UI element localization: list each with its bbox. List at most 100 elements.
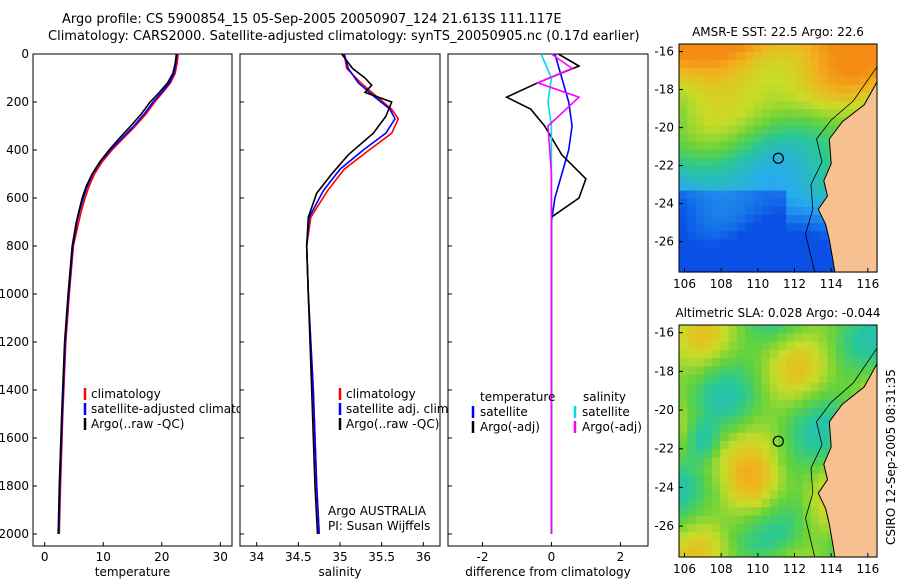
sst_map-cell	[703, 149, 713, 159]
sst_map-cell	[679, 44, 688, 53]
sla_map-cell	[720, 374, 730, 384]
sla_map-cell	[720, 499, 730, 508]
sst_map-cell	[703, 190, 713, 200]
sst_map-cell	[769, 158, 779, 167]
sla_map-cell	[868, 358, 878, 368]
sla_map-cell	[736, 333, 746, 343]
sst_map-cell	[778, 174, 787, 184]
sst_map-cell	[769, 166, 779, 175]
sla_map-cell	[786, 399, 796, 409]
sla_map-cell	[819, 366, 829, 376]
sst_map-cell	[712, 141, 721, 151]
sst_map-cell	[778, 223, 787, 232]
sla_map-cell	[835, 383, 845, 392]
sst_map-cell	[712, 84, 721, 94]
sla_map-cell	[794, 333, 804, 343]
sla_map-cell	[736, 325, 746, 334]
sst_map-cell	[728, 206, 738, 216]
sla_map-cell	[728, 383, 738, 392]
sst_map-cell	[745, 174, 754, 184]
sla_map-cell	[811, 490, 820, 500]
sla_map-cell	[753, 449, 763, 459]
sst_map-cell	[745, 52, 754, 61]
sst_map-cell	[794, 101, 804, 110]
sla_map-cell	[860, 333, 870, 343]
sst_map-cell	[728, 149, 738, 159]
sst_map-cell	[728, 198, 738, 208]
sla_map-cell	[778, 416, 787, 426]
sst_map-cell	[761, 76, 771, 86]
sst_map-cell	[736, 190, 746, 200]
sla_map-cell	[852, 333, 862, 343]
sst_map-cell	[679, 76, 688, 86]
sla_map-cell	[769, 441, 779, 450]
sla_map-cell	[778, 532, 787, 542]
sst_map-cell	[819, 68, 829, 78]
sla_map-cell	[728, 407, 738, 417]
sst_map-cell	[695, 263, 705, 273]
sla_map-cell	[778, 540, 787, 550]
sst_map-cell	[753, 92, 763, 102]
sst_map-argo-marker	[772, 152, 784, 164]
sst_map-cell	[811, 44, 820, 53]
sla_map-cell	[811, 349, 820, 359]
sla_map-cell	[769, 383, 779, 392]
sst_map-cell	[720, 263, 730, 273]
sst_map-cell	[720, 92, 730, 102]
sst_map-cell	[835, 60, 845, 70]
sla_map-cell	[778, 366, 787, 376]
sla_map-cell	[769, 399, 779, 409]
sst_map-cell	[852, 68, 862, 78]
sla_map-cell	[786, 548, 796, 558]
sst_map-cell	[802, 231, 812, 241]
sla_map-cell	[679, 374, 688, 384]
sla_map-cell	[811, 383, 820, 392]
sst_map-cell	[753, 149, 763, 159]
sla_map-cell	[728, 441, 738, 450]
sla_map-cell	[786, 507, 796, 517]
sst_map-cell	[819, 166, 829, 175]
sla_map-cell	[703, 449, 713, 459]
sla_map-cell	[712, 499, 721, 508]
sst_map-cell	[778, 141, 787, 151]
sst_map-cell	[687, 158, 697, 167]
sst_map-cell	[736, 133, 746, 143]
sla_map-cell	[753, 507, 763, 517]
sla_map-cell	[753, 391, 763, 401]
sla_map-cell	[778, 358, 787, 368]
sla_map-cell	[687, 540, 697, 550]
sst_map-cell	[687, 231, 697, 241]
sla_map-cell	[753, 465, 763, 475]
sst_map-cell	[720, 206, 730, 216]
sst_map-cell	[794, 247, 804, 257]
sst_map-cell	[761, 206, 771, 216]
sla_map-cell	[794, 548, 804, 558]
sla_map-cell	[769, 366, 779, 376]
sla_map-cell	[745, 515, 754, 525]
sla_map-cell	[712, 449, 721, 459]
timestamp-stamp: CSIRO 12-Sep-2005 08:31:35	[884, 369, 898, 545]
sst_map-cell	[786, 166, 796, 175]
sla_map-cell	[679, 523, 688, 533]
sst_map-cell	[736, 182, 746, 192]
sla_map-cell	[786, 333, 796, 343]
sla_map-cell	[761, 333, 771, 343]
sst_map-cell	[778, 125, 787, 135]
sst_map-cell	[728, 166, 738, 175]
sst_map-cell	[745, 76, 754, 86]
sla_map-cell	[811, 515, 820, 525]
sla_map-cell	[712, 523, 721, 533]
sst_map-cell	[736, 84, 746, 94]
sst_map-cell	[811, 141, 820, 151]
sla_map-cell	[712, 416, 721, 426]
sla_map-cell	[802, 391, 812, 401]
sst_map-cell	[720, 247, 730, 257]
sst_map-cell	[868, 76, 878, 86]
sla_map-cell	[794, 366, 804, 376]
sst_map-cell	[687, 149, 697, 159]
sla_map-cell	[769, 325, 779, 334]
sla_map-cell	[687, 457, 697, 467]
sst_map-cell	[695, 206, 705, 216]
sla_map-cell	[819, 523, 829, 533]
sst_map-cell	[778, 166, 787, 175]
